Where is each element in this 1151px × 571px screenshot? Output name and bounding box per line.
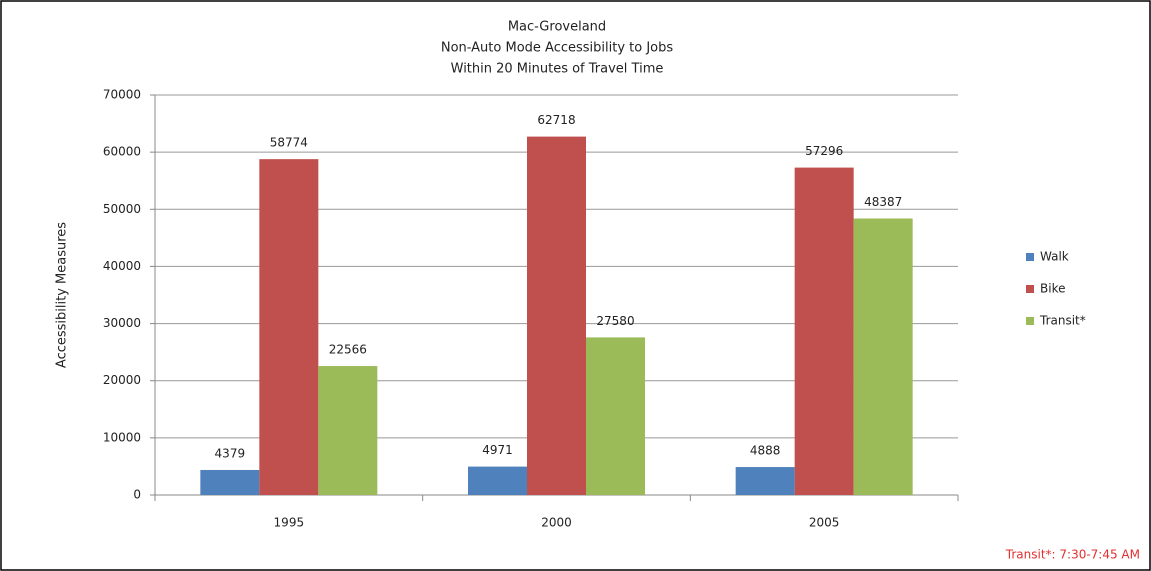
x-tick-label: 2005 — [809, 516, 840, 530]
y-tick-label: 20000 — [103, 373, 141, 387]
data-label: 4379 — [215, 446, 246, 460]
data-label: 22566 — [329, 343, 367, 357]
legend-swatch — [1026, 317, 1034, 325]
legend-label: Transit* — [1039, 314, 1086, 328]
y-tick-label: 60000 — [103, 145, 141, 159]
chart-title: Within 20 Minutes of Travel Time — [451, 62, 664, 77]
bar — [735, 467, 795, 495]
data-label: 62718 — [537, 113, 575, 127]
bar — [853, 218, 913, 495]
data-label: 48387 — [864, 195, 902, 209]
chart-title: Mac-Groveland — [508, 20, 606, 35]
data-label: 27580 — [596, 314, 634, 328]
y-tick-label: 30000 — [103, 316, 141, 330]
y-tick-label: 0 — [133, 488, 141, 502]
data-label: 58774 — [270, 136, 308, 150]
y-tick-label: 70000 — [103, 88, 141, 102]
y-tick-label: 50000 — [103, 202, 141, 216]
y-axis-label: Accessibility Measures — [55, 222, 70, 368]
bar — [259, 159, 319, 496]
legend-label: Bike — [1040, 282, 1065, 296]
legend-swatch — [1026, 285, 1034, 293]
legend-label: Walk — [1040, 250, 1069, 264]
bar — [200, 469, 260, 495]
data-label: 4888 — [750, 444, 781, 458]
data-label: 4971 — [482, 443, 513, 457]
y-tick-label: 40000 — [103, 259, 141, 273]
y-tick-label: 10000 — [103, 430, 141, 444]
bar — [468, 466, 527, 495]
x-tick-label: 2000 — [541, 516, 572, 530]
chart-title: Non-Auto Mode Accessibility to Jobs — [441, 41, 674, 56]
legend-swatch — [1026, 253, 1034, 261]
annotation: Transit*: 7:30-7:45 AM — [1005, 548, 1140, 562]
bar — [318, 366, 378, 495]
data-label: 57296 — [805, 144, 843, 158]
bar — [527, 136, 586, 495]
bar — [794, 167, 854, 495]
x-tick-label: 1995 — [274, 516, 305, 530]
bar — [586, 337, 645, 495]
